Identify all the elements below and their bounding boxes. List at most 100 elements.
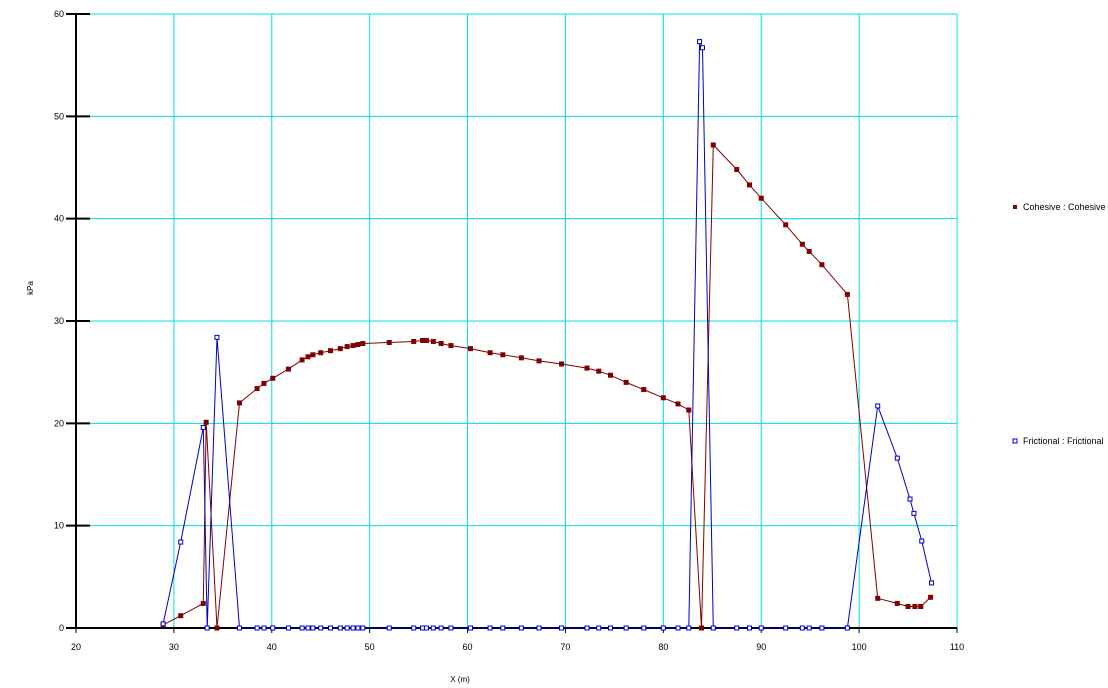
data-point: [746, 625, 752, 631]
legend-marker: [1012, 438, 1018, 444]
data-point: [710, 142, 716, 148]
data-point: [641, 387, 647, 393]
data-point: [270, 375, 276, 381]
data-point: [844, 291, 850, 297]
x-tick-label: 60: [463, 642, 473, 652]
data-point: [929, 580, 935, 586]
data-point: [912, 604, 918, 610]
data-point: [918, 604, 924, 610]
y-tick-label: 60: [54, 9, 64, 19]
data-point: [907, 496, 913, 502]
series-line: [162, 143, 931, 629]
data-point: [559, 361, 565, 367]
data-point: [675, 625, 681, 631]
data-point: [894, 455, 900, 461]
legend: Cohesive : Cohesive Frictional : Friction…: [1012, 202, 1106, 446]
series-1: [160, 39, 935, 631]
data-point: [699, 45, 705, 51]
data-point: [344, 344, 350, 350]
data-point: [318, 350, 324, 356]
x-tick-label: 70: [560, 642, 570, 652]
data-point: [783, 625, 789, 631]
data-point: [806, 248, 812, 254]
data-point: [911, 510, 917, 516]
y-tick-label: 40: [54, 214, 64, 224]
data-point: [285, 366, 291, 372]
x-tick-label: 100: [852, 642, 867, 652]
data-point: [487, 625, 493, 631]
data-point: [500, 625, 506, 631]
data-point: [204, 625, 210, 631]
series-0: [160, 142, 934, 631]
data-point: [699, 625, 705, 631]
data-point: [423, 337, 429, 343]
data-point: [261, 380, 267, 386]
data-point: [299, 625, 305, 631]
series-layer: [160, 39, 935, 631]
data-point: [430, 338, 436, 344]
x-axis-title: X (m): [450, 675, 470, 684]
x-tick-label: 110: [950, 642, 964, 652]
y-tick-label: 0: [59, 623, 64, 633]
data-point: [270, 625, 276, 631]
y-tick-label: 20: [54, 418, 64, 428]
data-point: [746, 182, 752, 188]
data-point: [660, 625, 666, 631]
data-point: [710, 625, 716, 631]
data-point: [675, 401, 681, 407]
data-point: [596, 368, 602, 374]
data-point: [536, 358, 542, 364]
x-tick-label: 20: [71, 642, 81, 652]
data-point: [178, 613, 184, 619]
data-point: [299, 357, 305, 363]
data-point: [584, 365, 590, 371]
y-tick-label: 50: [54, 111, 64, 121]
data-point: [430, 625, 436, 631]
data-point: [236, 400, 242, 406]
data-point: [254, 386, 260, 392]
data-point: [894, 600, 900, 606]
data-point: [355, 625, 361, 631]
data-point: [360, 341, 366, 347]
data-point: [758, 195, 764, 201]
data-point: [411, 338, 417, 344]
legend-label: Frictional : Frictional: [1023, 436, 1104, 446]
data-point: [518, 355, 524, 361]
data-point: [360, 625, 366, 631]
x-tick-label: 30: [169, 642, 179, 652]
legend-marker: [1013, 205, 1017, 209]
data-point: [487, 350, 493, 356]
data-point: [734, 167, 740, 173]
data-point: [261, 625, 267, 631]
data-point: [318, 625, 324, 631]
data-point: [420, 625, 426, 631]
data-point: [328, 348, 334, 354]
data-point: [819, 262, 825, 268]
data-point: [344, 625, 350, 631]
data-point: [641, 625, 647, 631]
data-point: [310, 352, 316, 358]
y-tick-label: 30: [54, 316, 64, 326]
data-point: [758, 625, 764, 631]
data-point: [386, 339, 392, 345]
data-point: [448, 625, 454, 631]
data-point: [686, 407, 692, 413]
x-tick-label: 90: [756, 642, 766, 652]
y-axis-title: kPa: [26, 281, 35, 295]
data-point: [420, 337, 426, 343]
data-point: [518, 625, 524, 631]
data-point: [875, 403, 881, 409]
legend-label: Cohesive : Cohesive: [1023, 202, 1106, 212]
series-line: [162, 41, 932, 629]
data-point: [928, 594, 934, 600]
data-point: [467, 625, 473, 631]
data-point: [806, 625, 812, 631]
data-point: [660, 395, 666, 401]
y-tick-label: 10: [54, 521, 64, 531]
data-point: [559, 625, 565, 631]
data-point: [200, 424, 206, 430]
data-point: [285, 625, 291, 631]
data-point: [536, 625, 542, 631]
data-point: [448, 343, 454, 349]
data-point: [214, 625, 220, 631]
